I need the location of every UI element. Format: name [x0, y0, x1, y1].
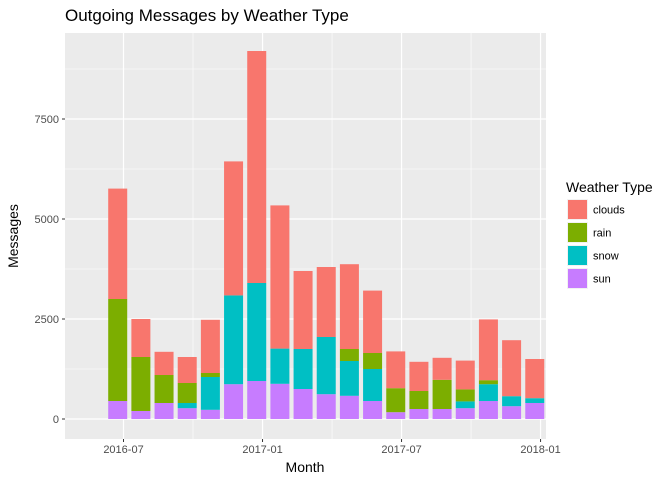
bar-segment-sun	[316, 394, 336, 419]
y-tick-label: 5000	[35, 214, 59, 226]
bar-segment-sun	[224, 384, 244, 419]
bar-segment-clouds	[339, 264, 359, 349]
bar-segment-snow	[339, 361, 359, 396]
x-tick-label: 2017-01	[242, 444, 282, 456]
bar-segment-snow	[177, 403, 197, 409]
bar-segment-clouds	[177, 357, 197, 383]
bar-segment-rain	[154, 375, 174, 403]
bar-segment-rain	[363, 353, 383, 369]
bar-segment-clouds	[455, 360, 475, 390]
bar-segment-snow	[247, 283, 267, 381]
bar-segment-snow	[525, 398, 545, 403]
y-axis: 0 2500 5000 7500	[35, 114, 65, 426]
bar-segment-rain	[455, 389, 475, 402]
bar-segment-snow	[316, 337, 336, 395]
bar-segment-clouds	[363, 290, 383, 353]
bar-segment-clouds	[200, 319, 220, 373]
bar-segment-rain	[200, 373, 220, 377]
bar-segment-sun	[154, 403, 174, 419]
bar-segment-snow	[478, 384, 498, 401]
bar-segment-rain	[131, 357, 151, 411]
bar-segment-clouds	[478, 319, 498, 381]
legend-title: Weather Type	[566, 179, 653, 195]
bar-segment-sun	[339, 395, 359, 419]
bar-segment-snow	[270, 348, 290, 384]
y-axis-title: Messages	[5, 204, 21, 268]
bar-segment-snow	[363, 369, 383, 401]
bar-segment-sun	[131, 411, 151, 419]
bar-segment-rain	[339, 349, 359, 361]
legend-swatch-clouds	[568, 200, 587, 219]
bar-segment-rain	[386, 388, 406, 413]
bar-segment-rain	[432, 379, 452, 409]
bar-segment-sun	[108, 401, 128, 419]
bar-segment-rain	[177, 383, 197, 403]
bar-segment-clouds	[386, 351, 406, 389]
bar-segment-sun	[386, 412, 406, 419]
legend: Weather Type clouds rain snow sun	[566, 179, 653, 289]
bar-segment-rain	[108, 299, 128, 401]
bar-segment-clouds	[154, 351, 174, 375]
x-axis-title: Month	[286, 459, 325, 475]
bar-segment-clouds	[525, 359, 545, 399]
y-tick-label: 0	[53, 414, 59, 426]
bar-segment-rain	[478, 380, 498, 385]
y-tick-label: 7500	[35, 114, 59, 126]
legend-swatch-sun	[568, 269, 587, 288]
bar-segment-sun	[293, 389, 313, 419]
bar-segment-sun	[177, 408, 197, 419]
bar-segment-sun	[409, 409, 429, 419]
legend-label-snow: snow	[593, 251, 619, 263]
chart-title: Outgoing Messages by Weather Type	[65, 6, 349, 25]
bar-segment-snow	[293, 349, 313, 389]
bar-segment-clouds	[108, 188, 128, 299]
bar-segment-sun	[455, 408, 475, 419]
bar-segment-snow	[200, 377, 220, 410]
bar-segment-clouds	[409, 361, 429, 391]
bar-segment-clouds	[247, 51, 267, 283]
legend-swatch-rain	[568, 223, 587, 242]
x-tick-label: 2017-07	[381, 444, 421, 456]
bar-segment-clouds	[432, 357, 452, 380]
bar-segment-sun	[200, 409, 220, 419]
bar-segment-clouds	[293, 271, 313, 349]
bar-segment-snow	[502, 396, 522, 407]
bar-segment-sun	[432, 409, 452, 419]
bar-segment-rain	[409, 391, 429, 409]
bar-segment-sun	[270, 383, 290, 419]
bar-segment-sun	[247, 381, 267, 419]
legend-swatch-snow	[568, 246, 587, 265]
bar-segment-snow	[455, 401, 475, 409]
bar-segment-clouds	[270, 205, 290, 349]
y-tick-label: 2500	[35, 314, 59, 326]
bar-segment-sun	[502, 406, 522, 419]
bar-segment-clouds	[316, 267, 336, 337]
bar-segment-clouds	[131, 319, 151, 357]
bar-segment-sun	[525, 403, 545, 419]
bar-segment-clouds	[502, 340, 522, 397]
bar-segment-sun	[363, 401, 383, 419]
bars	[108, 51, 545, 419]
x-tick-label: 2018-01	[520, 444, 560, 456]
bar-segment-snow	[224, 295, 244, 385]
x-axis: 2016-07 2017-01 2017-07 2018-01	[103, 439, 561, 456]
bar-segment-sun	[478, 401, 498, 419]
legend-label-rain: rain	[593, 228, 611, 240]
x-tick-label: 2016-07	[103, 444, 143, 456]
bar-segment-clouds	[224, 161, 244, 296]
legend-label-sun: sun	[593, 274, 611, 286]
legend-label-clouds: clouds	[593, 205, 625, 217]
